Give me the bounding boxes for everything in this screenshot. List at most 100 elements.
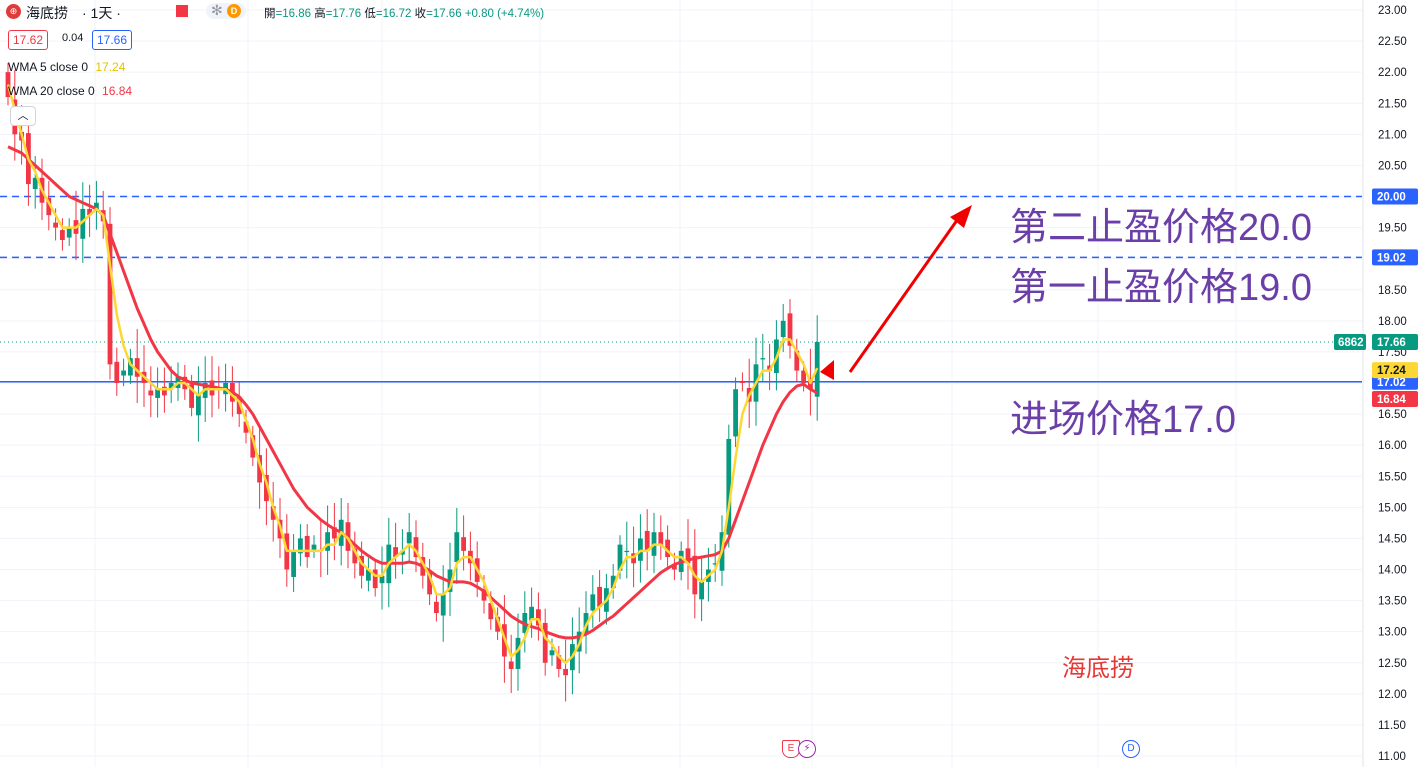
- delayed-data-icon: D: [227, 4, 241, 18]
- candle-body: [121, 370, 126, 376]
- axis-tick-label: 22.00: [1378, 67, 1407, 79]
- candle-body: [80, 208, 86, 239]
- ask-price-button[interactable]: 17.66: [92, 30, 133, 50]
- candle-body: [454, 532, 460, 563]
- current-price-label: 17.66: [1377, 337, 1406, 349]
- candle-body: [495, 616, 500, 632]
- candle-body: [162, 386, 167, 396]
- axis-tick-label: 12.00: [1378, 689, 1407, 701]
- ohlc-high-label: 高: [314, 8, 326, 20]
- current-price-label: 16.84: [1377, 394, 1406, 406]
- ohlc-close-value: =17.66: [426, 8, 462, 20]
- axis-tick-label: 11.50: [1378, 720, 1406, 732]
- annotation-tp2: 第二止盈价格20.0: [1010, 207, 1312, 249]
- current-price-badge: [1372, 362, 1418, 379]
- candle-body: [189, 384, 194, 408]
- bid-price-button[interactable]: 17.62: [8, 30, 49, 50]
- axis-tick-label: 14.50: [1378, 533, 1407, 545]
- candle-body: [549, 650, 555, 656]
- candle-body: [434, 601, 439, 614]
- candle-body: [298, 538, 303, 554]
- candle-body: [155, 389, 160, 398]
- candle-body: [366, 569, 371, 581]
- collapse-legend-button[interactable]: ︿: [10, 106, 36, 126]
- candle-body: [332, 527, 337, 539]
- candle-body: [624, 550, 630, 553]
- annotation-tp1: 第一止盈价格19.0: [1010, 267, 1312, 309]
- current-price-badge: [1372, 390, 1418, 407]
- candle-body: [94, 202, 99, 211]
- candle-body: [393, 547, 398, 558]
- candle-body: [672, 564, 677, 570]
- candle-body: [114, 361, 120, 383]
- wma5-legend[interactable]: WMA 5 close 0 17.24: [8, 60, 125, 74]
- wma5-legend-value: 17.24: [95, 60, 126, 74]
- candle-body: [461, 537, 466, 551]
- snowflake-icon: ✻: [211, 2, 223, 18]
- candle-body: [53, 222, 58, 228]
- candle-body: [270, 506, 276, 520]
- candle-body: [740, 381, 745, 383]
- candle-body: [148, 390, 154, 396]
- candle-body: [243, 421, 249, 433]
- annotation-arrows: [820, 205, 972, 380]
- candle-body: [515, 637, 521, 669]
- arrow-line-up: [848, 215, 962, 373]
- candle-body: [617, 544, 623, 571]
- axis-tick-label: 16.00: [1378, 440, 1407, 452]
- candle-body: [257, 455, 262, 483]
- price-line-label: 17.02: [1377, 377, 1406, 389]
- candle-body: [87, 208, 92, 216]
- candle-body: [60, 230, 65, 241]
- candle-body: [529, 606, 534, 621]
- axis-tick-label: 20.50: [1378, 160, 1407, 172]
- current-price-label: 17.24: [1377, 365, 1406, 377]
- axis-tick-label: 22.50: [1378, 36, 1407, 48]
- candle-body: [196, 395, 201, 416]
- arrow-head-left: [820, 360, 834, 380]
- candle-body: [481, 589, 487, 601]
- split-event-icon[interactable]: ⚡: [798, 740, 816, 758]
- candle-body: [359, 555, 364, 576]
- candle-body: [712, 563, 718, 565]
- watermark-text: 海底捞: [1062, 655, 1134, 682]
- candle-body: [685, 548, 691, 564]
- wma20-legend-value: 16.84: [102, 84, 133, 98]
- chart-grid: [0, 0, 1362, 767]
- candle-body: [250, 435, 256, 458]
- flag-icon[interactable]: [176, 5, 188, 17]
- candle-body: [440, 594, 446, 616]
- candle-body: [590, 594, 596, 611]
- candle-body: [352, 548, 358, 564]
- candle-body: [610, 575, 616, 589]
- dividend-event-icon[interactable]: D: [1122, 740, 1140, 758]
- axis-tick-label: 21.00: [1378, 129, 1407, 141]
- candle-body: [128, 358, 133, 376]
- axis-tick-label: 15.50: [1378, 471, 1407, 483]
- ohlc-open-value: =16.86: [275, 8, 312, 20]
- wma20-legend[interactable]: WMA 20 close 0 16.84: [8, 84, 132, 98]
- ohlc-high-value: =17.76: [325, 8, 362, 20]
- annotation-entry: 进场价格17.0: [1010, 399, 1236, 441]
- candle-body: [311, 544, 317, 550]
- price-line-badge: [1372, 188, 1418, 205]
- candle-body: [168, 383, 174, 388]
- axis-tick-label: 11.00: [1378, 751, 1406, 763]
- volume-label: 6862: [1338, 337, 1364, 349]
- axis-tick-label: 16.50: [1378, 409, 1407, 421]
- ohlc-change: +0.80 (+4.74%): [464, 8, 545, 20]
- interval-label[interactable]: · 1天 ·: [82, 5, 121, 21]
- horizontal-lines: [0, 195, 1362, 383]
- candle-body: [134, 358, 140, 377]
- candle-body: [597, 586, 602, 607]
- candle-body: [665, 539, 670, 558]
- candle-body: [291, 550, 296, 577]
- candle-body: [801, 370, 806, 383]
- symbol-name[interactable]: 海底捞: [26, 5, 68, 21]
- candle-body: [32, 177, 38, 190]
- candle-body: [372, 569, 378, 589]
- price-line-label: 19.02: [1377, 252, 1406, 264]
- axis-tick-label: 14.00: [1378, 565, 1407, 577]
- current-price-badge: [1372, 333, 1418, 350]
